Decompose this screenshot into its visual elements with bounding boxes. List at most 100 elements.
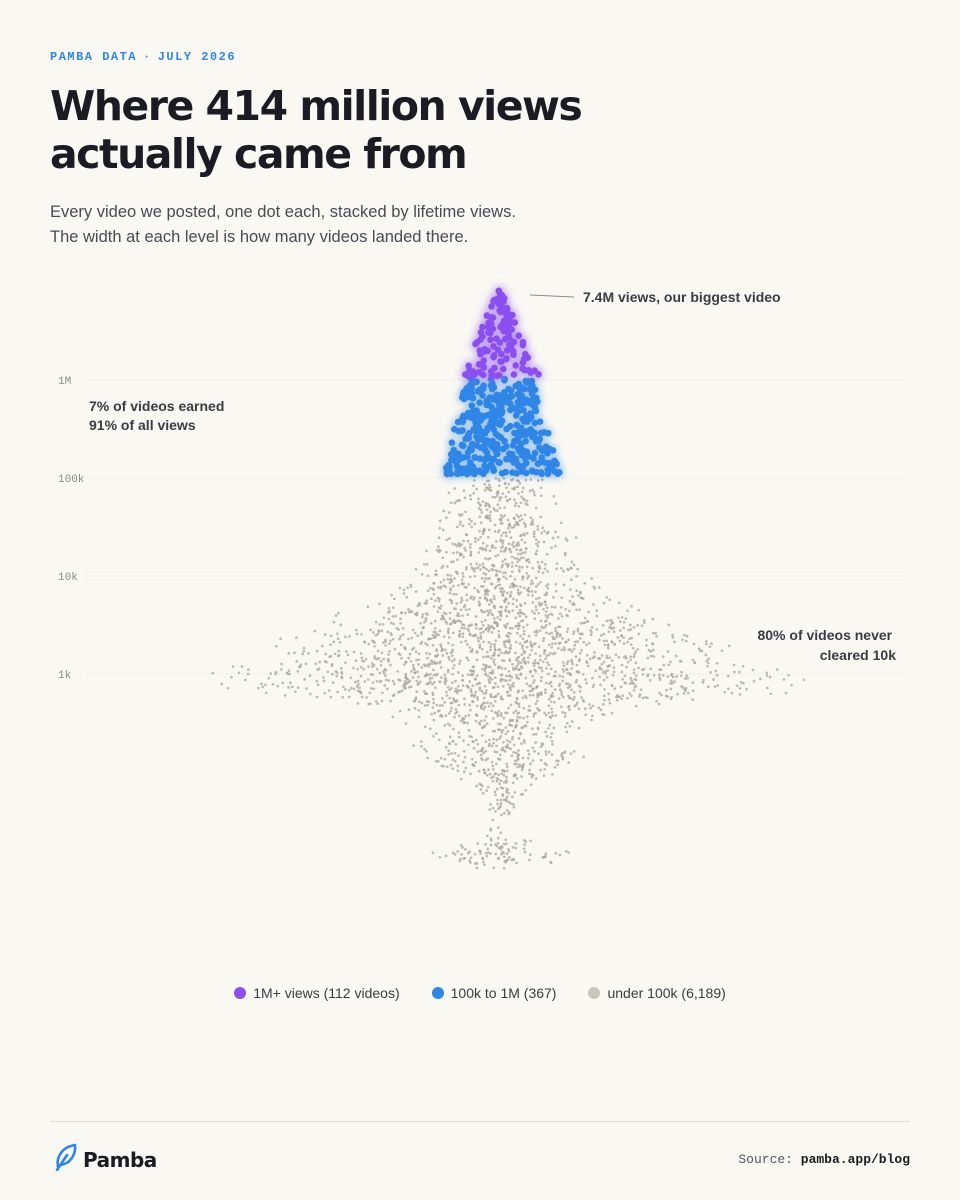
gray-dot [476,750,480,754]
gray-dot [511,602,515,606]
series-dot [512,412,520,419]
gray-dot [735,684,739,688]
gray-dot [443,701,447,704]
gray-dot [527,574,531,578]
gray-dot [544,730,547,734]
series-dot [478,429,486,437]
gray-dot [570,660,574,664]
gray-dot [434,760,438,763]
gray-dot [599,708,603,712]
gray-dot [480,546,484,550]
gray-dot [628,682,632,686]
gray-dot [647,648,651,652]
series-dot [522,459,530,467]
gray-dot [547,750,551,754]
gray-dot [598,675,601,679]
gray-dot [305,687,308,690]
gray-dot [401,633,405,637]
gray-dot [544,855,547,858]
gray-dot [577,707,581,711]
gray-dot [691,689,695,693]
gray-dot [554,530,557,534]
gray-dot [484,572,488,576]
gray-dot [455,592,458,596]
gray-dot [529,478,533,481]
gray-dot [597,706,601,710]
gray-dot [450,654,454,657]
gray-dot [413,668,416,672]
gray-dot [602,601,606,605]
gray-dot [569,566,573,570]
gray-dot [363,680,367,683]
gray-dot [397,652,401,655]
gray-dot [582,700,586,703]
gray-dot [411,664,415,667]
gray-dot [417,715,421,719]
gray-dot [504,571,507,575]
gray-dot [460,578,464,582]
gray-dot [496,692,500,696]
gray-dot [673,640,676,644]
gray-dot [666,695,669,698]
gray-dot [584,713,588,717]
gray-dot [537,611,541,615]
gray-dot [422,689,426,693]
gray-dot [322,676,325,679]
gray-dot [508,740,512,744]
gray-dot [681,638,685,642]
gray-dot [579,685,582,689]
gray-dot [441,704,444,707]
gray-dot [640,624,644,628]
gray-dot [560,615,564,618]
brand-logo[interactable]: Pamba [54,1143,157,1176]
gray-dot [448,537,451,540]
series-dot [483,440,490,447]
gray-dot [484,715,488,718]
series-dot [511,319,519,326]
gray-dot [470,735,473,739]
gray-dot [454,742,458,746]
gray-dot [356,702,360,705]
gray-dot [501,492,505,495]
series-dot [531,449,539,457]
gray-dot [670,679,673,683]
gray-dot [486,757,490,760]
gray-dot [502,678,506,682]
gray-dot [564,725,567,729]
gray-dot [565,668,569,672]
series-dot [474,436,482,444]
gray-dot [602,660,606,664]
gray-dot [448,581,452,585]
gray-dot [566,660,570,663]
gray-dot [523,541,527,544]
gray-dot [594,669,598,673]
gray-dot [383,684,387,687]
gray-dot [435,732,438,735]
gray-dot [463,755,467,759]
series-dot [494,450,501,458]
gray-dot [601,712,604,716]
gray-dot [454,700,457,704]
gray-dot [417,675,420,679]
gray-dot [472,596,476,599]
gray-dot [489,488,493,492]
gray-dot [433,711,437,715]
gray-dot [536,693,539,697]
gray-dot [462,555,465,559]
gray-dot [369,687,373,690]
gray-dot [583,616,587,620]
gray-dot [537,752,540,755]
gray-dot [502,867,506,870]
gray-dot [486,593,490,596]
gray-dot [486,535,490,539]
gray-dot [480,689,484,693]
gray-dot [507,490,511,494]
gray-dot [765,686,769,690]
gray-dot [550,740,554,743]
series-dot [498,350,505,358]
gray-dot [463,604,467,607]
gray-dot [455,602,459,605]
gray-dot [442,635,446,638]
gray-dot [475,650,479,654]
source-link[interactable]: pamba.app/blog [800,1152,910,1167]
